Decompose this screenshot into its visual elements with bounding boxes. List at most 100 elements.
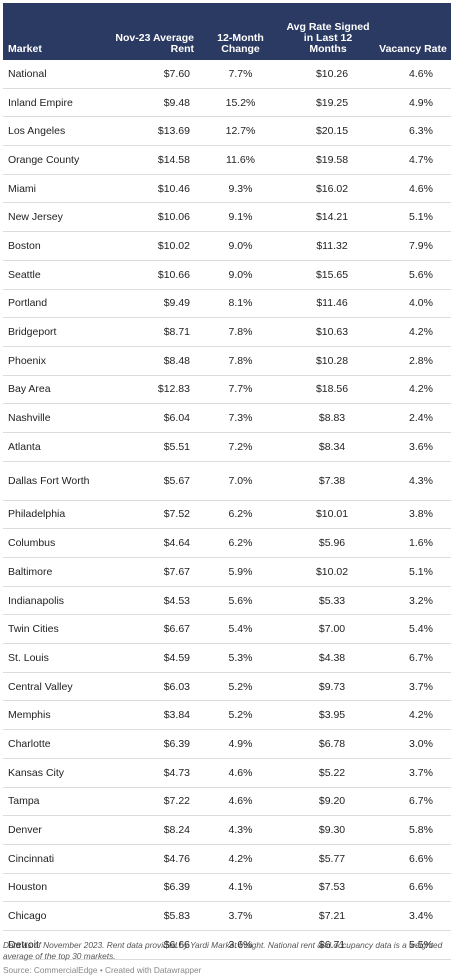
column-header: Vacancy Rate: [379, 43, 447, 55]
column-header: Avg Rate Signed in Last 12 Months: [286, 21, 370, 55]
table-cell: 4.9%: [200, 729, 281, 759]
column-header: 12-Month Change: [217, 32, 264, 55]
table-cell: 15.2%: [200, 88, 281, 118]
table-cell: $7.38: [281, 461, 375, 501]
table-cell: $10.02: [281, 557, 375, 587]
table-cell: $6.03: [103, 672, 200, 702]
table-cell: 12.7%: [200, 116, 281, 147]
table-cell: $5.22: [281, 758, 375, 788]
table-cell: 3.8%: [375, 500, 451, 530]
table-cell: $9.48: [103, 88, 200, 118]
table-cell: Houston: [3, 873, 103, 903]
table-cell: $8.83: [281, 403, 375, 433]
table-cell: $9.20: [281, 787, 375, 817]
table-cell: 7.8%: [200, 346, 281, 376]
table-cell: $10.01: [281, 500, 375, 530]
table-row: Orange County $14.58 11.6% $19.58 4.7%: [3, 145, 451, 175]
table-cell: $8.24: [103, 815, 200, 845]
table-cell: $7.53: [281, 873, 375, 903]
table-cell: $11.32: [281, 231, 375, 261]
table-cell: $14.21: [281, 202, 375, 233]
table-row: St. Louis $4.59 5.3% $4.38 6.7%: [3, 643, 451, 673]
table-cell: 4.6%: [375, 60, 451, 89]
table-cell: $6.66: [103, 930, 200, 960]
table-cell: 5.4%: [200, 614, 281, 645]
table-cell: 4.9%: [375, 88, 451, 118]
table-row: Bay Area $12.83 7.7% $18.56 4.2%: [3, 375, 451, 405]
table-cell: New Jersey: [3, 202, 103, 233]
table-cell: $5.83: [103, 901, 200, 931]
table-cell: 3.7%: [200, 901, 281, 931]
table-row: Indianapolis $4.53 5.6% $5.33 3.2%: [3, 586, 451, 616]
table-cell: Tampa: [3, 787, 103, 817]
table-row: Memphis $3.84 5.2% $3.95 4.2%: [3, 700, 451, 731]
table-cell: $4.64: [103, 528, 200, 558]
table-cell: 5.6%: [375, 260, 451, 290]
rent-table: Market Nov-23 Average Rent 12-Month Chan…: [3, 3, 451, 960]
table-cell: 4.2%: [375, 317, 451, 347]
table-row: Detroit $6.66 3.6% $6.71 5.5%: [3, 930, 451, 960]
table-cell: Memphis: [3, 700, 103, 731]
table-cell: 4.6%: [200, 758, 281, 788]
table-cell: 2.4%: [375, 403, 451, 433]
table-cell: 5.2%: [200, 672, 281, 702]
table-row: Atlanta $5.51 7.2% $8.34 3.6%: [3, 432, 451, 462]
table-row: Columbus $4.64 6.2% $5.96 1.6%: [3, 528, 451, 558]
table-cell: $7.21: [281, 901, 375, 931]
table-cell: 4.6%: [375, 174, 451, 204]
table-row: Cincinnati $4.76 4.2% $5.77 6.6%: [3, 844, 451, 874]
table-row: Inland Empire $9.48 15.2% $19.25 4.9%: [3, 88, 451, 118]
table-cell: Philadelphia: [3, 500, 103, 530]
table-cell: 6.2%: [200, 528, 281, 558]
table-cell: Bay Area: [3, 375, 103, 405]
table-cell: Indianapolis: [3, 586, 103, 616]
table-cell: $19.25: [281, 88, 375, 118]
table-cell: $5.51: [103, 432, 200, 462]
table-cell: 5.4%: [375, 614, 451, 645]
table-cell: $8.71: [103, 317, 200, 347]
table-cell: $5.77: [281, 844, 375, 874]
table-row: National $7.60 7.7% $10.26 4.6%: [3, 60, 451, 89]
table-row: Tampa $7.22 4.6% $9.20 6.7%: [3, 787, 451, 817]
table-cell: 7.3%: [200, 403, 281, 433]
table-cell: Dallas Fort Worth: [3, 461, 103, 501]
table-cell: 3.6%: [375, 432, 451, 462]
table-row: Bridgeport $8.71 7.8% $10.63 4.2%: [3, 317, 451, 347]
table-cell: 2.8%: [375, 346, 451, 376]
table-row: Los Angeles $13.69 12.7% $20.15 6.3%: [3, 116, 451, 147]
table-row: Central Valley $6.03 5.2% $9.73 3.7%: [3, 672, 451, 702]
table-row: Twin Cities $6.67 5.4% $7.00 5.4%: [3, 614, 451, 645]
table-cell: Charlotte: [3, 729, 103, 759]
table-cell: 5.8%: [375, 815, 451, 845]
table-cell: 9.0%: [200, 231, 281, 261]
table-cell: Chicago: [3, 901, 103, 931]
table-cell: St. Louis: [3, 643, 103, 673]
table-cell: 5.1%: [375, 557, 451, 587]
table-cell: 4.6%: [200, 787, 281, 817]
table-cell: $7.52: [103, 500, 200, 530]
table-row: Nashville $6.04 7.3% $8.83 2.4%: [3, 403, 451, 433]
table-cell: $12.83: [103, 375, 200, 405]
table-cell: 11.6%: [200, 145, 281, 175]
table-cell: $16.02: [281, 174, 375, 204]
table-cell: Denver: [3, 815, 103, 845]
table-cell: Columbus: [3, 528, 103, 558]
table-cell: $14.58: [103, 145, 200, 175]
table-cell: 6.7%: [375, 787, 451, 817]
table-cell: $4.53: [103, 586, 200, 616]
table-cell: $3.84: [103, 700, 200, 731]
table-cell: Atlanta: [3, 432, 103, 462]
table-cell: $4.38: [281, 643, 375, 673]
table-cell: Boston: [3, 231, 103, 261]
table-cell: Detroit: [3, 930, 103, 960]
table-cell: 1.6%: [375, 528, 451, 558]
table-cell: Portland: [3, 289, 103, 319]
table-cell: $20.15: [281, 116, 375, 147]
header-row: Market Nov-23 Average Rent 12-Month Chan…: [3, 3, 451, 60]
table-cell: $11.46: [281, 289, 375, 319]
table-cell: Twin Cities: [3, 614, 103, 645]
table-cell: 6.6%: [375, 844, 451, 874]
table-cell: $7.00: [281, 614, 375, 645]
table-cell: $4.76: [103, 844, 200, 874]
